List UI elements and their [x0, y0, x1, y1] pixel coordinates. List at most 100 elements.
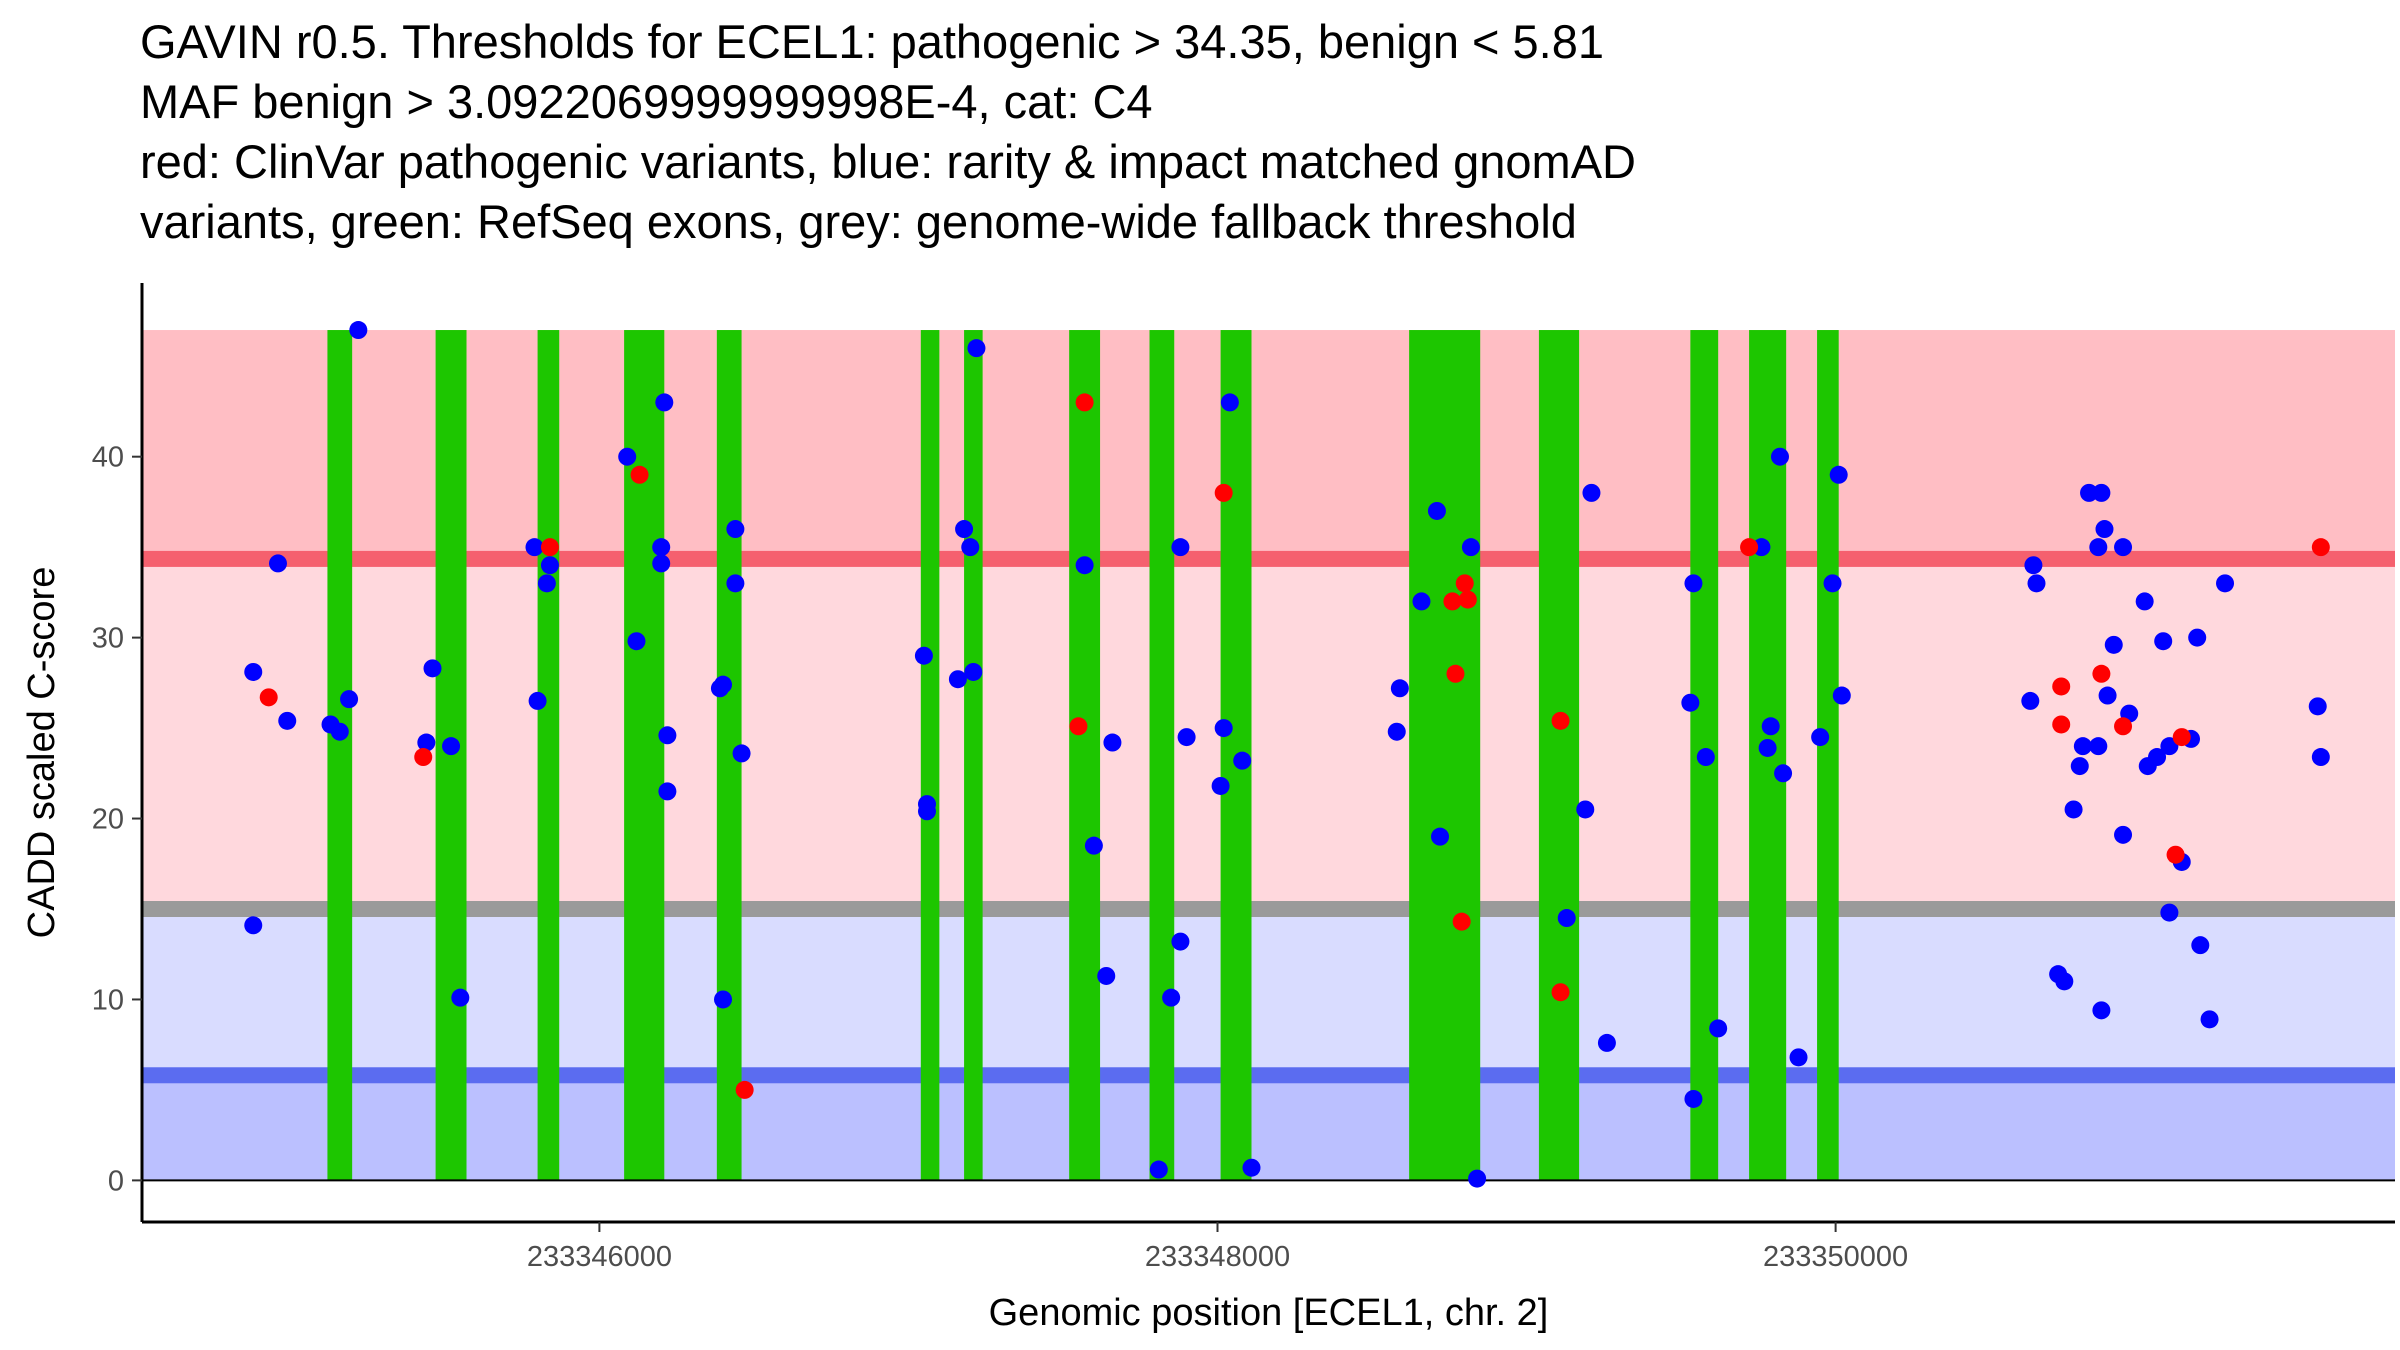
gnomad-point	[1709, 1019, 1728, 1038]
gnomad-point	[726, 520, 745, 539]
gnomad-point	[537, 574, 556, 593]
gnomad-point	[2021, 691, 2040, 710]
clinvar-point	[1446, 664, 1465, 683]
clinvar-point	[2092, 664, 2111, 683]
y-tick-label: 20	[92, 804, 124, 836]
gnomad-point	[417, 733, 436, 752]
exon-bar	[1069, 330, 1101, 1181]
gnomad-point	[1832, 686, 1851, 705]
gnomad-point	[451, 988, 470, 1007]
gnomad-point	[714, 990, 733, 1009]
gnomad-point	[2070, 757, 2089, 776]
gnomad-point	[2160, 903, 2179, 922]
x-tick-label: 233348000	[1145, 1241, 1290, 1273]
gnomad-point	[1557, 909, 1576, 928]
gnomad-point	[1823, 574, 1842, 593]
gnomad-point	[1387, 722, 1406, 741]
gnomad-point	[1171, 932, 1190, 951]
clinvar-point	[1214, 483, 1233, 502]
gnomad-point	[2200, 1010, 2219, 1029]
gnomad-point	[1758, 738, 1777, 757]
exon-bar	[1409, 330, 1481, 1181]
title-line-1: GAVIN r0.5. Thresholds for ECEL1: pathog…	[140, 15, 1604, 68]
exon-bar	[1817, 330, 1839, 1181]
gnomad-point	[1461, 538, 1480, 557]
gnomad-point	[1097, 966, 1116, 985]
title-line-4: variants, green: RefSeq exons, grey: gen…	[140, 195, 1577, 248]
exon-bar	[920, 330, 940, 1181]
gnomad-point	[1162, 988, 1181, 1007]
gnomad-point	[2114, 825, 2133, 844]
exon-bar	[327, 330, 353, 1181]
clinvar-point	[2052, 715, 2071, 734]
gnomad-point	[2064, 800, 2083, 819]
gnomad-point	[948, 670, 967, 689]
gnomad-point	[2191, 936, 2210, 955]
clinvar-point	[1075, 393, 1094, 412]
gnomad-point	[1684, 1089, 1703, 1108]
gnomad-point	[2135, 592, 2154, 611]
clinvar-point	[1458, 590, 1477, 609]
gnomad-point	[2311, 748, 2330, 767]
gnomad-point	[955, 520, 974, 539]
gnomad-point	[2024, 556, 2043, 575]
clinvar-point	[1455, 574, 1474, 593]
gnomad-point	[652, 538, 671, 557]
gnomad-point	[2089, 538, 2108, 557]
chart-title: GAVIN r0.5. Thresholds for ECEL1: pathog…	[140, 15, 1636, 248]
gnomad-point	[1084, 836, 1103, 855]
gnomad-point	[349, 321, 368, 340]
exon-bar	[1538, 330, 1580, 1181]
gnomad-point	[540, 556, 559, 575]
gnomad-point	[1075, 556, 1094, 575]
gnomad-point	[652, 554, 671, 573]
clinvar-point	[259, 688, 278, 707]
gnomad-point	[1468, 1169, 1487, 1188]
gnomad-point	[1681, 693, 1700, 712]
gnomad-point	[2154, 632, 2173, 651]
gnomad-point	[961, 538, 980, 557]
gnomad-point	[658, 726, 677, 745]
gnomad-point	[442, 737, 461, 756]
gnomad-point	[1774, 764, 1793, 783]
gnomad-point	[1233, 751, 1252, 770]
gnomad-point	[330, 722, 349, 741]
gnomad-point	[1171, 538, 1190, 557]
gnomad-point	[244, 916, 263, 935]
exon-bar	[537, 330, 560, 1181]
gnomad-point	[1211, 776, 1230, 795]
x-axis-title: Genomic position [ECEL1, chr. 2]	[989, 1292, 1549, 1334]
gnomad-point	[423, 659, 442, 678]
gnomad-point	[2092, 1001, 2111, 1020]
clinvar-point	[2311, 538, 2330, 557]
gnomad-point	[1220, 393, 1239, 412]
gnomad-point	[1829, 465, 1848, 484]
gnomad-point	[1696, 748, 1715, 767]
gnomad-point	[2089, 737, 2108, 756]
gnomad-point	[1789, 1048, 1808, 1067]
clinvar-point	[2166, 845, 2185, 864]
clinvar-point	[2052, 677, 2071, 696]
plot-area	[142, 321, 2395, 1188]
gnomad-point	[2114, 538, 2133, 557]
gnomad-point	[1427, 501, 1446, 520]
gnomad-point	[1412, 592, 1431, 611]
gnomad-point	[1752, 538, 1771, 557]
gnomad-point	[1576, 800, 1595, 819]
clinvar-point	[414, 748, 433, 767]
gnomad-point	[1431, 827, 1450, 846]
x-tick-label: 233346000	[527, 1241, 672, 1273]
gnomad-point	[2073, 737, 2092, 756]
gnomad-point	[1684, 574, 1703, 593]
title-line-2: MAF benign > 3.0922069999999998E-4, cat:…	[140, 75, 1153, 128]
gnomad-point	[1242, 1158, 1261, 1177]
gnomad-point	[2055, 972, 2074, 991]
gnomad-point	[1177, 728, 1196, 747]
gnomad-point	[2216, 574, 2235, 593]
title-line-3: red: ClinVar pathogenic variants, blue: …	[140, 135, 1636, 188]
gnomad-point	[726, 574, 745, 593]
pathogenic-threshold-line	[142, 550, 2395, 567]
gnomad-point	[244, 662, 263, 681]
gnomad-point	[964, 662, 983, 681]
